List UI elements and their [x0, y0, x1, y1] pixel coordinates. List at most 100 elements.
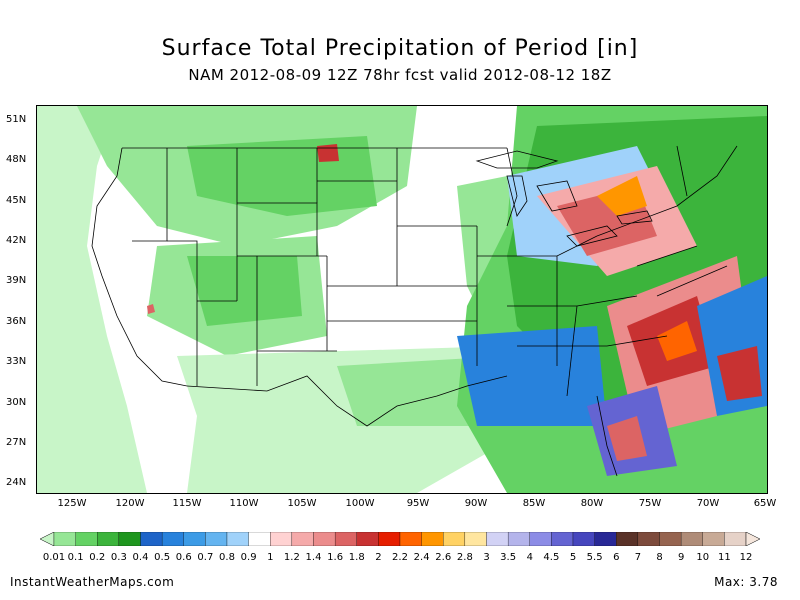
lon-label: 65W [753, 498, 777, 509]
colorbar-swatch [334, 532, 357, 546]
lon-label: 100W [345, 498, 375, 509]
lat-label: 45N [6, 195, 27, 206]
colorbar-label: 0.3 [110, 552, 127, 563]
lon-label: 70W [696, 498, 720, 509]
colorbar [40, 532, 760, 546]
max-label: Max: [714, 575, 745, 589]
colorbar-label: 1.6 [327, 552, 344, 563]
lat-label: 33N [6, 356, 27, 367]
colorbar-swatch [443, 532, 466, 546]
max-value: 3.78 [749, 575, 778, 589]
colorbar-swatch [399, 532, 422, 546]
lat-label: 30N [6, 397, 27, 408]
site-credit: InstantWeatherMaps.com [10, 575, 175, 589]
colorbar-swatches [40, 532, 760, 546]
colorbar-swatch [270, 532, 293, 546]
colorbar-label: 1.8 [348, 552, 365, 563]
lat-label: 39N [6, 275, 27, 286]
colorbar-swatch [205, 532, 228, 546]
colorbar-swatch [637, 532, 660, 546]
colorbar-swatch [291, 532, 314, 546]
colorbar-swatch [97, 532, 120, 546]
colorbar-swatch [616, 532, 639, 546]
colorbar-swatch [680, 532, 703, 546]
lon-label: 80W [580, 498, 604, 509]
colorbar-label: 0.4 [132, 552, 149, 563]
map-canvas [37, 106, 767, 493]
boundary-lines [91, 145, 738, 477]
lon-label: 105W [287, 498, 317, 509]
lat-label: 36N [6, 316, 27, 327]
colorbar-swatch [378, 532, 401, 546]
colorbar-label: 2.4 [413, 552, 430, 563]
colorbar-swatch [226, 532, 249, 546]
lat-label: 27N [6, 437, 27, 448]
colorbar-swatch [486, 532, 509, 546]
colorbar-swatch [183, 532, 206, 546]
colorbar-label: 0.2 [89, 552, 106, 563]
colorbar-label: 8 [656, 552, 663, 563]
colorbar-label: 5 [569, 552, 577, 563]
colorbar-label: 0.1 [67, 552, 84, 563]
colorbar-label: 0.9 [240, 552, 257, 563]
colorbar-label: 11 [718, 552, 731, 563]
colorbar-swatch [356, 532, 379, 546]
colorbar-label: 1.4 [305, 552, 322, 563]
colorbar-label: 2.2 [392, 552, 408, 563]
lat-label: 48N [6, 154, 27, 165]
colorbar-swatch [118, 532, 141, 546]
colorbar-swatch [464, 532, 487, 546]
colorbar-swatch [551, 532, 574, 546]
colorbar-label: 9 [677, 552, 685, 563]
colorbar-swatch [161, 532, 184, 546]
colorbar-swatch [572, 532, 595, 546]
colorbar-label: 0.7 [197, 552, 214, 563]
lon-label: 95W [406, 498, 430, 509]
precipitation-map [36, 105, 768, 494]
colorbar-label: 1.2 [283, 552, 300, 563]
colorbar-label: 4.5 [543, 552, 560, 563]
colorbar-label: 7 [634, 552, 642, 563]
colorbar-swatch [313, 532, 336, 546]
lat-label: 24N [6, 477, 27, 488]
lon-label: 120W [115, 498, 145, 509]
map-subtitle: NAM 2012-08-09 12Z 78hr fcst valid 2012-… [188, 66, 612, 84]
colorbar-swatch [724, 532, 747, 546]
lon-label: 125W [57, 498, 87, 509]
lon-label: 85W [522, 498, 546, 509]
colorbar-label: 4 [526, 552, 533, 563]
precip-field [37, 106, 767, 493]
colorbar-label: 10 [696, 552, 710, 563]
lat-label: 42N [6, 235, 27, 246]
great-lakes [475, 150, 653, 247]
map-title: Surface Total Precipitation of Period [i… [161, 36, 639, 61]
colorbar-label: 2 [375, 552, 382, 563]
lon-label: 115W [172, 498, 202, 509]
colorbar-label: 5.5 [586, 552, 603, 563]
colorbar-swatch [248, 532, 271, 546]
colorbar-swatch [702, 532, 725, 546]
colorbar-label: 6 [613, 552, 620, 563]
colorbar-label: 0.6 [175, 552, 192, 563]
lat-label: 51N [6, 114, 27, 125]
colorbar-swatch [659, 532, 682, 546]
lon-label: 110W [229, 498, 259, 509]
colorbar-swatch [529, 532, 552, 546]
colorbar-swatch [140, 532, 163, 546]
colorbar-label: 3 [483, 552, 490, 563]
lon-label: 90W [464, 498, 488, 509]
colorbar-label: 0.5 [154, 552, 171, 563]
max-readout: Max: 3.78 [714, 575, 778, 589]
colorbar-label: 12 [739, 552, 753, 563]
colorbar-swatch [53, 532, 76, 546]
colorbar-label: 2.6 [435, 552, 452, 563]
colorbar-swatch [75, 532, 98, 546]
colorbar-label: 0.01 [42, 552, 66, 563]
colorbar-label: 2.8 [456, 552, 473, 563]
lon-label: 75W [638, 498, 662, 509]
colorbar-swatch [745, 532, 760, 546]
colorbar-swatch [40, 532, 55, 546]
colorbar-label: 1 [267, 552, 274, 563]
colorbar-label: 0.8 [219, 552, 235, 563]
colorbar-swatch [507, 532, 530, 546]
